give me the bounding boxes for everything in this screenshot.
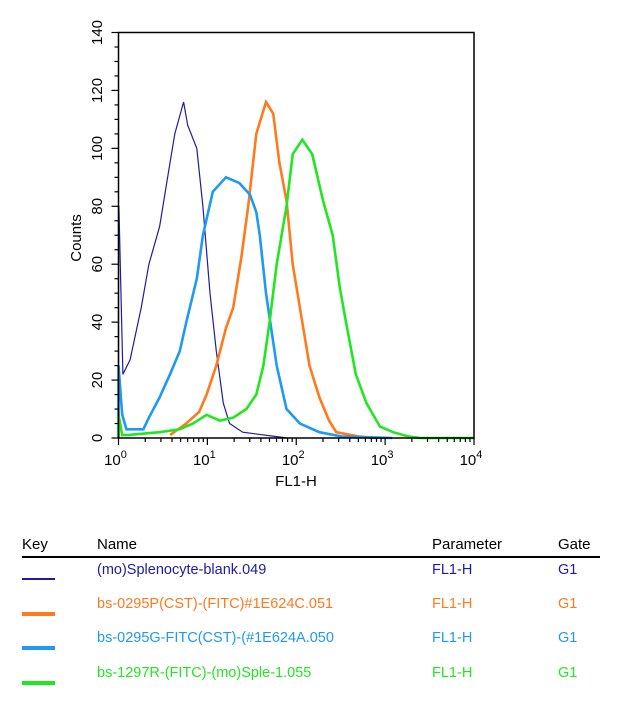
y-tick-label: 140 [89, 20, 106, 45]
legend-divider [22, 556, 600, 558]
x-tick-base: 10 [371, 452, 388, 469]
series-line-3 [117, 175, 393, 440]
legend-parameter: FL1-H [432, 665, 473, 681]
y-axis-label: Counts [68, 214, 85, 262]
legend-header-parameter: Parameter [432, 536, 503, 553]
legend-name: bs-0295P(CST)-(FITC)#1E624C.051 [97, 596, 334, 612]
y-tick-label: 100 [89, 136, 106, 161]
x-tick-base: 10 [193, 452, 210, 469]
x-tick-base: 10 [104, 452, 121, 469]
x-tick-base: 10 [282, 452, 299, 469]
y-tick-label: 0 [89, 434, 106, 442]
series-line-1 [117, 101, 288, 439]
x-tick-label: 101 [193, 449, 216, 469]
y-tick-label: 60 [89, 256, 106, 273]
legend-key-swatch [22, 612, 55, 616]
legend-gate: G1 [558, 630, 578, 646]
x-tick-exponent: 2 [299, 449, 305, 461]
plot-frame [117, 31, 475, 439]
legend-header-key: Key [22, 536, 48, 553]
legend-gate: G1 [558, 596, 578, 612]
legend-header-gate: Gate [558, 536, 591, 553]
x-tick-exponent: 1 [210, 449, 216, 461]
legend-gate: G1 [558, 562, 578, 578]
legend-name: bs-1297R-(FITC)-(mo)Sple-1.055 [97, 665, 312, 681]
series-line-4 [117, 137, 474, 440]
legend-parameter: FL1-H [432, 562, 473, 578]
legend-name: (mo)Splenocyte-blank.049 [97, 562, 267, 578]
y-tick-label: 20 [89, 372, 106, 389]
legend-name: bs-0295G-FITC(CST)-(#1E624A.050 [97, 630, 334, 646]
legend-parameter: FL1-H [432, 630, 473, 646]
y-tick-label: 80 [89, 198, 106, 215]
x-tick-exponent: 4 [476, 449, 482, 461]
legend-parameter: FL1-H [432, 596, 473, 612]
x-tick-label: 100 [104, 449, 127, 469]
x-tick-exponent: 0 [121, 449, 127, 461]
legend-key-swatch [22, 646, 55, 650]
legend-key-swatch [22, 681, 55, 685]
y-tick-label: 40 [89, 314, 106, 331]
legend-header-name: Name [97, 536, 138, 553]
x-tick-label: 104 [460, 449, 483, 469]
legend-key-swatch [22, 578, 55, 580]
x-axis-label: FL1-H [275, 473, 317, 490]
x-tick-base: 10 [460, 452, 477, 469]
x-tick-exponent: 3 [387, 449, 393, 461]
series-line-2 [169, 98, 377, 440]
x-tick-label: 102 [282, 449, 305, 469]
y-tick-label: 120 [89, 78, 106, 103]
x-tick-label: 103 [371, 449, 394, 469]
legend-gate: G1 [558, 665, 578, 681]
